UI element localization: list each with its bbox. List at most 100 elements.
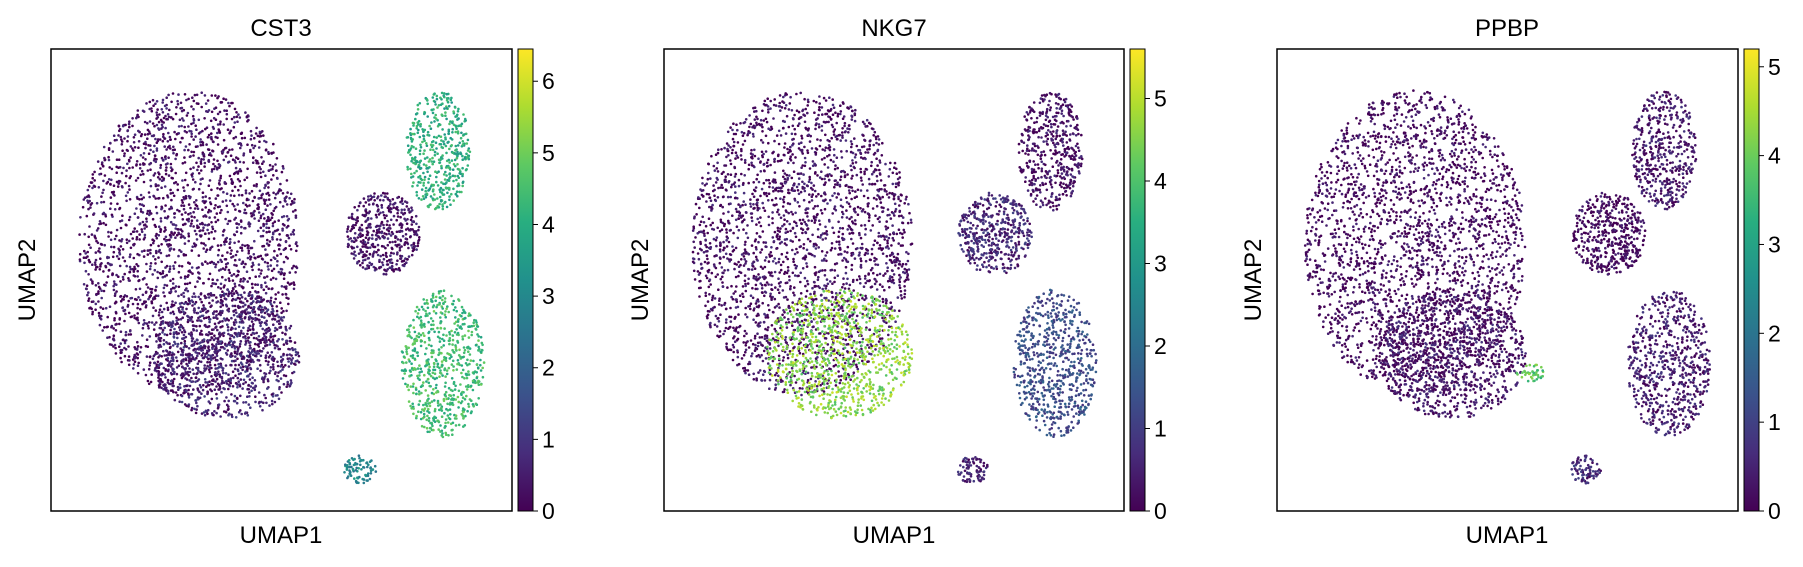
data-point (440, 165, 443, 168)
data-point (142, 162, 145, 165)
data-point (438, 123, 441, 126)
data-point (370, 217, 373, 220)
data-point (122, 256, 125, 259)
data-point (437, 402, 440, 405)
data-point (173, 335, 176, 338)
data-point (164, 226, 167, 229)
data-point (412, 175, 415, 178)
data-point (153, 125, 156, 128)
data-point (283, 277, 286, 280)
data-point (195, 244, 198, 247)
data-point (125, 265, 128, 268)
data-point (238, 194, 241, 197)
data-point (417, 129, 420, 132)
data-point (219, 120, 222, 123)
data-point (178, 400, 181, 403)
data-point (175, 181, 178, 184)
data-point (370, 264, 373, 267)
data-point (435, 377, 438, 380)
data-point (228, 105, 231, 108)
data-point (238, 364, 241, 367)
data-point (772, 190, 775, 193)
data-point (354, 232, 357, 235)
data-point (255, 132, 258, 135)
data-point (259, 370, 262, 373)
data-point (170, 324, 173, 327)
data-point (285, 310, 288, 313)
data-point (219, 311, 222, 314)
data-point (448, 394, 451, 397)
data-point (149, 268, 152, 271)
data-point (194, 135, 197, 138)
data-point (250, 138, 253, 141)
data-point (228, 269, 231, 272)
data-point (128, 185, 131, 188)
data-point (223, 317, 226, 320)
data-point (184, 377, 187, 380)
data-point (236, 386, 239, 389)
data-point (347, 475, 350, 478)
data-point (468, 336, 471, 339)
data-point (201, 263, 204, 266)
data-point (396, 259, 399, 262)
data-point (131, 237, 134, 240)
data-point (444, 395, 447, 398)
data-point (173, 216, 176, 219)
data-point (264, 174, 267, 177)
data-point (220, 357, 223, 360)
data-point (458, 424, 461, 427)
data-point (194, 124, 197, 127)
data-point (167, 113, 170, 116)
data-point (209, 333, 212, 336)
data-point (474, 371, 477, 374)
data-point (446, 97, 449, 100)
data-point (261, 310, 264, 313)
data-point (249, 347, 252, 350)
data-point (445, 418, 448, 421)
data-point (135, 318, 138, 321)
data-point (259, 172, 262, 175)
data-point (453, 382, 456, 385)
data-point (381, 245, 384, 248)
data-point (262, 171, 265, 174)
data-point (396, 197, 399, 200)
data-point (275, 169, 278, 172)
data-point (439, 296, 442, 299)
data-point (388, 224, 391, 227)
data-point (477, 325, 480, 328)
data-point (152, 358, 155, 361)
data-point (254, 310, 257, 313)
data-point (268, 315, 271, 318)
data-point (88, 244, 91, 247)
data-point (468, 373, 471, 376)
data-point (129, 156, 132, 159)
data-point (235, 298, 238, 301)
data-point (156, 141, 159, 144)
data-point (173, 267, 176, 270)
data-point (214, 204, 217, 207)
data-point (203, 367, 206, 370)
data-point (246, 395, 249, 398)
data-point (225, 263, 228, 266)
data-point (239, 116, 242, 119)
data-point (242, 321, 245, 324)
data-point (235, 416, 238, 419)
data-point (452, 399, 455, 402)
data-point (186, 114, 189, 117)
data-point (438, 203, 441, 206)
data-point (234, 374, 237, 377)
data-point (172, 344, 175, 347)
data-point (405, 228, 408, 231)
data-point (226, 288, 229, 291)
data-point (92, 173, 95, 176)
data-point (272, 366, 275, 369)
data-point (224, 218, 227, 221)
data-point (423, 198, 426, 201)
data-point (416, 194, 419, 197)
data-point (152, 255, 155, 258)
data-point (267, 268, 270, 271)
data-point (374, 246, 377, 249)
data-point (238, 258, 241, 261)
data-point (109, 183, 112, 186)
data-point (195, 325, 198, 328)
